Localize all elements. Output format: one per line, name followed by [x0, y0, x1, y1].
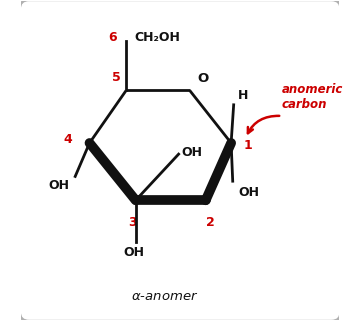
Text: 5: 5: [112, 71, 120, 84]
Text: anomeric
carbon: anomeric carbon: [282, 83, 343, 111]
Text: 3: 3: [128, 216, 137, 229]
Text: H: H: [238, 89, 248, 102]
Text: OH: OH: [239, 186, 260, 199]
Text: 4: 4: [63, 133, 72, 146]
Text: CH₂OH: CH₂OH: [134, 31, 180, 45]
Text: OH: OH: [182, 146, 203, 159]
Text: O: O: [198, 72, 209, 85]
Text: OH: OH: [123, 247, 144, 259]
Text: 1: 1: [243, 139, 252, 152]
Text: $\alpha$-anomer: $\alpha$-anomer: [131, 290, 198, 303]
Text: 2: 2: [206, 216, 215, 229]
FancyBboxPatch shape: [19, 0, 341, 321]
Text: OH: OH: [48, 179, 69, 192]
Text: 6: 6: [108, 31, 117, 45]
